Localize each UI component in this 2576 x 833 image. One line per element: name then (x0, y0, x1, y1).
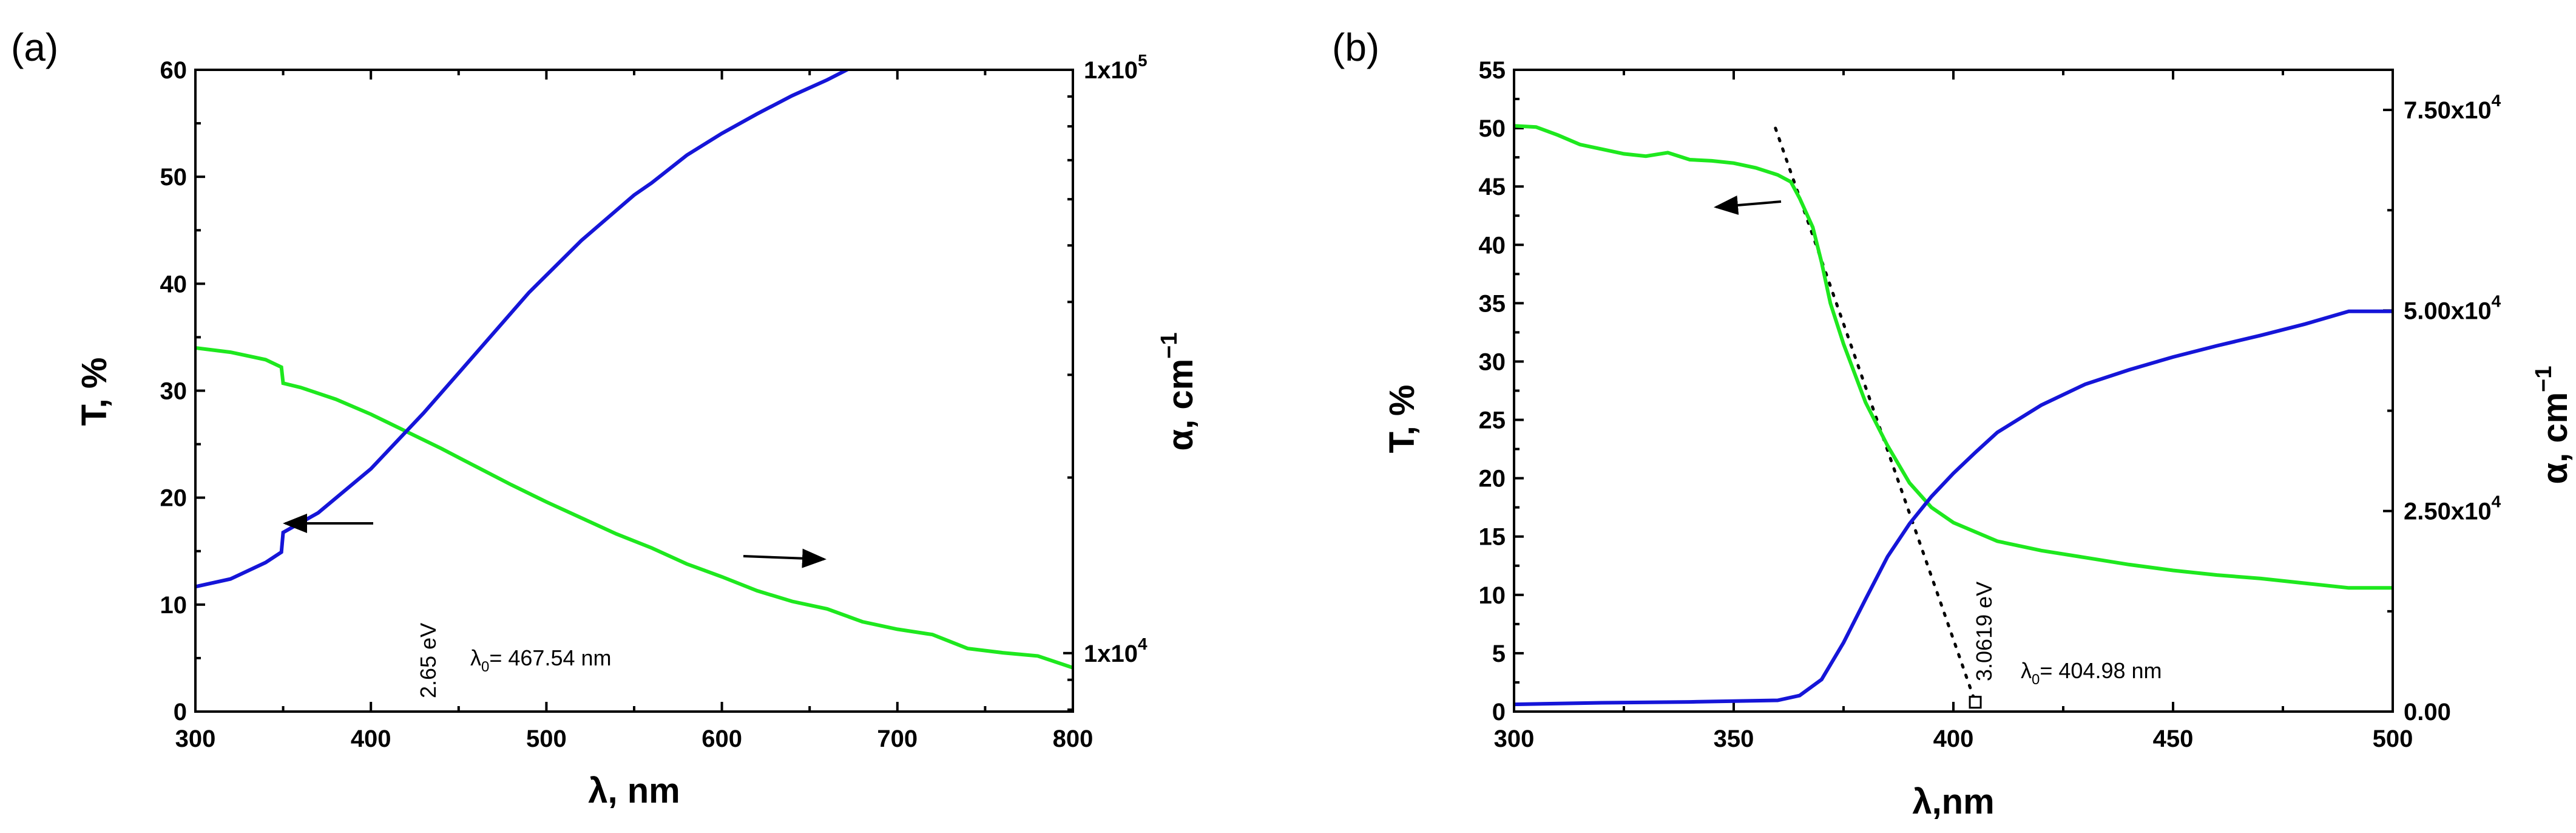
y-right-tick-label: 0.00 (2404, 699, 2451, 726)
chart-a: (a) 300 400 500 600 700 800 0 10 20 30 40 50 60 1x1… (11, 25, 1200, 811)
x-tick-label: 450 (2153, 726, 2194, 752)
annotation-lambda0-a: λ0= 467.54 nm (470, 645, 612, 675)
y-tick-label: 15 (1479, 524, 1506, 551)
x-tick-label: 300 (1494, 726, 1535, 752)
series-transmittance-a (195, 346, 1073, 670)
x-axis-b: 300 350 400 450 500 (1494, 70, 2413, 752)
y-tick-label: 20 (160, 485, 188, 512)
y-tick-label: 5 (1492, 641, 1506, 667)
y-right-tick-label: 5.00x104 (2404, 291, 2501, 324)
y-tick-label: 30 (160, 378, 188, 405)
y-tick-label: 10 (1479, 582, 1506, 609)
y-tick-label: 20 (1479, 466, 1506, 492)
x-tick-label: 400 (1933, 726, 1974, 752)
y-axis-right-a: 1x104 1x105 (1063, 51, 1148, 711)
y-axis-left-label-b: T, % (1382, 385, 1422, 454)
x-tick-label: 800 (1053, 726, 1094, 752)
plot-frame-a (194, 69, 1074, 713)
chart-b: (b) 300 350 400 450 500 0 5 10 15 20 25 30 35 40 45 50… (1332, 25, 2575, 821)
x-tick-label: 300 (175, 726, 216, 752)
y-tick-label: 40 (1479, 232, 1506, 259)
panel-label-b: (b) (1332, 25, 1379, 69)
y-right-tick-label: 2.50x104 (2404, 492, 2501, 525)
y-tick-label: 45 (1479, 174, 1506, 200)
y-right-tick-label: 1x104 (1084, 634, 1148, 667)
y-right-tick-label: 1x105 (1084, 51, 1148, 84)
y-tick-label: 0 (174, 699, 187, 726)
y-tick-label: 30 (1479, 348, 1506, 375)
x-tick-label: 350 (1714, 726, 1754, 752)
series-absorption-a (195, 70, 851, 589)
y-axis-right-label-b: α, cm−1 (2531, 365, 2575, 484)
series-absorption-b (1514, 309, 2393, 707)
y-axis-left-a: 0 10 20 30 40 50 60 (160, 57, 205, 726)
y-tick-label: 55 (1479, 57, 1506, 84)
y-tick-label: 25 (1479, 407, 1506, 434)
annotation-energy-b: 3.0619 eV (1972, 582, 1996, 681)
x-tick-label: 400 (351, 726, 391, 752)
x-axis-label-a: λ, nm (588, 771, 680, 811)
arrow-left-axis-b (1714, 195, 1782, 215)
series-transmittance-b (1514, 124, 2393, 590)
y-axis-right-b: 0.00 2.50x104 5.00x104 7.50x104 (2383, 91, 2501, 726)
y-tick-label: 50 (160, 164, 188, 191)
y-tick-label: 35 (1479, 290, 1506, 317)
y-tick-label: 50 (1479, 115, 1506, 142)
y-tick-label: 60 (160, 57, 188, 84)
y-right-tick-label: 7.50x104 (2404, 91, 2501, 124)
x-tick-label: 500 (2373, 726, 2413, 752)
annotation-lambda0-b: λ0= 404.98 nm (2021, 658, 2162, 688)
y-tick-label: 40 (160, 271, 188, 298)
x-tick-label: 700 (877, 726, 918, 752)
intercept-marker-b (1969, 696, 1982, 709)
annotation-energy-a: 2.65 eV (416, 623, 441, 698)
y-axis-left-b: 0 5 10 15 20 25 30 35 40 45 50 55 (1479, 57, 1524, 726)
y-tick-label: 0 (1492, 699, 1506, 726)
tangent-line-b (1774, 126, 1977, 704)
arrow-right-axis-a (743, 548, 827, 568)
y-axis-left-label-a: T, % (75, 358, 114, 426)
x-tick-label: 500 (526, 726, 567, 752)
panel-label-a: (a) (11, 25, 58, 69)
y-tick-label: 10 (160, 592, 188, 619)
x-tick-label: 600 (701, 726, 742, 752)
plot-frame-b (1513, 69, 2394, 713)
x-axis-a: 300 400 500 600 700 800 (175, 70, 1094, 752)
y-axis-right-label-a: α, cm−1 (1157, 332, 1200, 450)
x-axis-label-b: λ,nm (1912, 782, 1994, 821)
